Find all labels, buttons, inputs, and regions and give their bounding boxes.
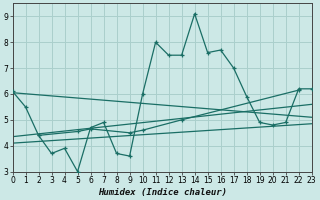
X-axis label: Humidex (Indice chaleur): Humidex (Indice chaleur) [98, 188, 227, 197]
